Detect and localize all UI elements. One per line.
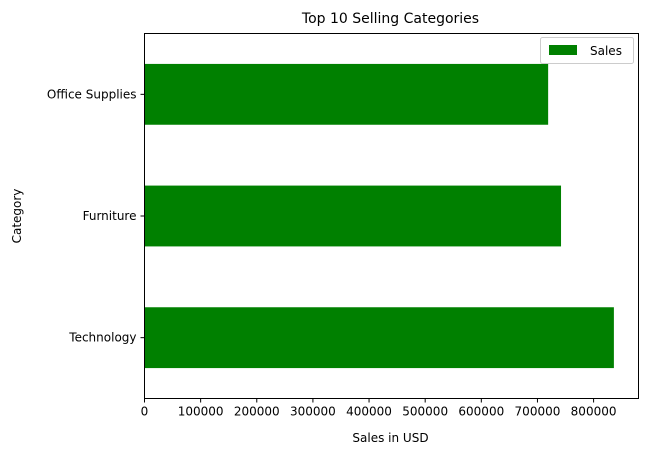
legend-label: Sales xyxy=(590,44,622,58)
legend: Sales xyxy=(540,37,634,64)
y-axis-label: Category xyxy=(10,189,24,244)
x-tick-label: 700000 xyxy=(515,405,561,419)
legend-box xyxy=(540,37,634,64)
bar-office-supplies xyxy=(144,63,549,125)
bars-group xyxy=(144,63,614,369)
x-tick-label: 600000 xyxy=(458,405,504,419)
bar-furniture xyxy=(144,185,562,247)
x-tick-label: 300000 xyxy=(290,405,336,419)
chart-title: Top 10 Selling Categories xyxy=(301,11,479,27)
y-tick-label: Furniture xyxy=(83,209,137,223)
bar-technology xyxy=(144,307,614,369)
x-tick-label: 0 xyxy=(141,405,149,419)
x-tick-label: 100000 xyxy=(178,405,224,419)
x-axis-ticks: 0 100000 200000 300000 400000 500000 600000 700… xyxy=(141,398,617,419)
y-tick-label: Technology xyxy=(68,331,136,345)
x-tick-label: 200000 xyxy=(234,405,280,419)
y-axis-ticks: Technology Furniture Office Supplies xyxy=(47,87,145,345)
x-tick-label: 400000 xyxy=(346,405,392,419)
plot-frame xyxy=(144,33,639,399)
x-tick-label: 500000 xyxy=(402,405,448,419)
y-tick-label: Office Supplies xyxy=(47,87,137,101)
x-tick-label: 800000 xyxy=(571,405,617,419)
x-axis-label: Sales in USD xyxy=(352,431,428,445)
legend-swatch xyxy=(549,45,577,55)
